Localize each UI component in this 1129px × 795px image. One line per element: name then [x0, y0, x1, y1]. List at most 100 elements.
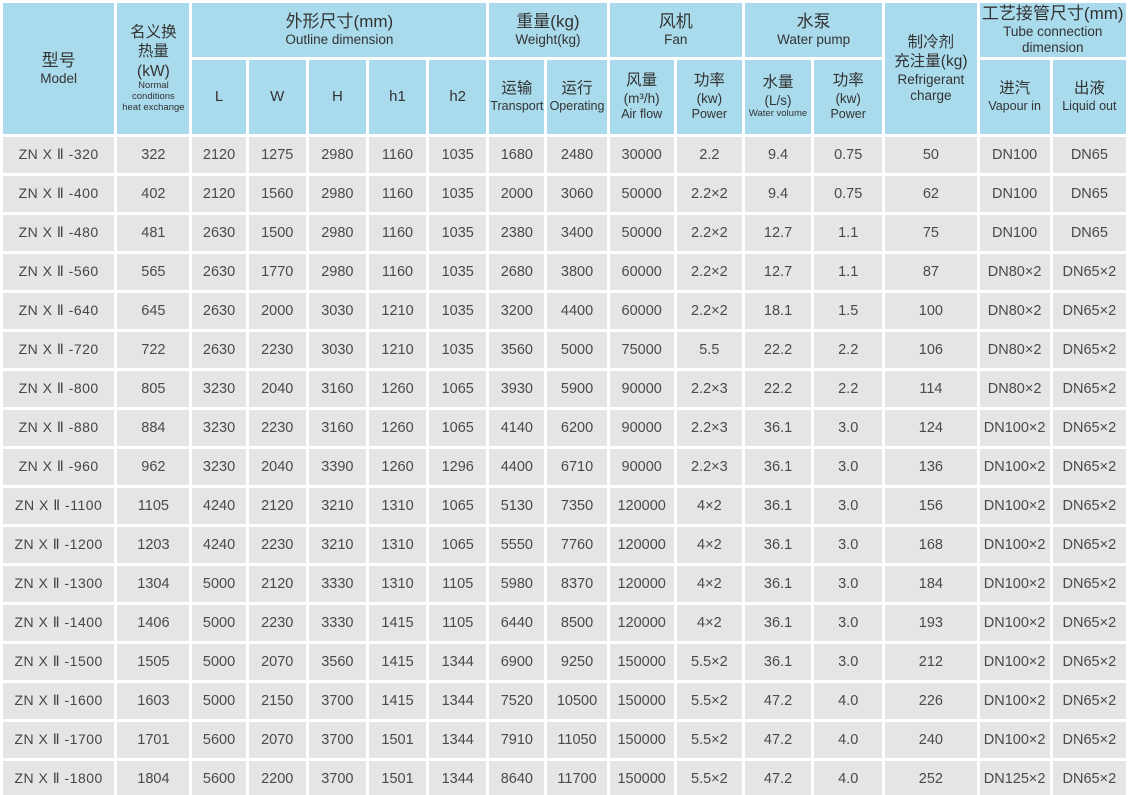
value-cell-H: 3390 — [308, 448, 366, 485]
value-cell-liquid_out: DN65 — [1052, 214, 1126, 251]
value-cell-fan_power_kw: 2.2×2 — [676, 292, 742, 329]
value-cell-vapour_in: DN100×2 — [979, 565, 1050, 602]
value-cell-heat_kw: 1603 — [117, 682, 190, 719]
value-cell-vapour_in: DN80×2 — [979, 370, 1050, 407]
value-cell-pump_power_kw: 3.0 — [814, 526, 883, 563]
value-cell-fan_airflow_m3h: 150000 — [609, 721, 674, 758]
value-cell-pump_power_kw: 1.1 — [814, 214, 883, 251]
value-cell-h2: 1035 — [429, 253, 487, 290]
col-header-H: H — [308, 59, 366, 134]
value-cell-H: 3560 — [308, 643, 366, 680]
model-header-zh: 型号 — [41, 50, 76, 70]
value-cell-pump_water_Ls: 36.1 — [744, 448, 812, 485]
value-cell-h2: 1344 — [429, 721, 487, 758]
value-cell-weight_transport: 1680 — [489, 136, 545, 173]
value-cell-liquid_out: DN65×2 — [1052, 604, 1126, 641]
airflow-zh: 风量 — [626, 72, 658, 90]
value-cell-W: 1500 — [248, 214, 306, 251]
value-cell-pump_power_kw: 3.0 — [814, 409, 883, 446]
value-cell-H: 2980 — [308, 253, 366, 290]
value-cell-vapour_in: DN100×2 — [979, 526, 1050, 563]
value-cell-pump_water_Ls: 9.4 — [744, 175, 812, 212]
value-cell-h1: 1260 — [368, 370, 427, 407]
value-cell-liquid_out: DN65 — [1052, 175, 1126, 212]
value-cell-liquid_out: DN65×2 — [1052, 253, 1126, 290]
value-cell-pump_power_kw: 1.1 — [814, 253, 883, 290]
h2-label: h2 — [449, 87, 467, 105]
value-cell-H: 3030 — [308, 292, 366, 329]
value-cell-liquid_out: DN65 — [1052, 136, 1126, 173]
table-body: ZN X Ⅱ -320 322 2120 1275 2980 1160 1035 1680 24… — [3, 136, 1126, 795]
refrigerant-header-en2: charge — [910, 87, 952, 103]
H-label: H — [331, 87, 343, 105]
model-cell: ZN X Ⅱ -1800 — [3, 760, 115, 795]
group-header-outline: 外形尺寸(mm) Outline dimension — [192, 3, 487, 57]
value-cell-H: 3700 — [308, 682, 366, 719]
value-cell-W: 2120 — [248, 487, 306, 524]
col-header-model: 型号 Model — [3, 3, 115, 134]
heat-header-unit: (kW) — [137, 62, 170, 80]
value-cell-L: 5600 — [192, 721, 246, 758]
value-cell-h1: 1415 — [368, 682, 427, 719]
value-cell-liquid_out: DN65×2 — [1052, 721, 1126, 758]
value-cell-weight_operating: 6200 — [547, 409, 607, 446]
table-row: ZN X Ⅱ -640 645 2630 2000 3030 1210 1035 3200 44… — [3, 292, 1126, 329]
table-row: ZN X Ⅱ -1600 1603 5000 2150 3700 1415 1344 7520… — [3, 682, 1126, 719]
group-header-tube: 工艺接管尺寸(mm) Tube connection dimension — [979, 3, 1126, 57]
value-cell-h1: 1310 — [368, 487, 427, 524]
liquid-out-zh: 出液 — [1073, 80, 1105, 98]
value-cell-liquid_out: DN65×2 — [1052, 526, 1126, 563]
value-cell-W: 1560 — [248, 175, 306, 212]
value-cell-h2: 1065 — [429, 487, 487, 524]
value-cell-h1: 1160 — [368, 214, 427, 251]
value-cell-pump_power_kw: 4.0 — [814, 721, 883, 758]
value-cell-refrigerant_charge_kg: 100 — [885, 292, 977, 329]
h1-label: h1 — [389, 87, 406, 105]
model-cell: ZN X Ⅱ -1300 — [3, 565, 115, 602]
value-cell-pump_water_Ls: 36.1 — [744, 565, 812, 602]
value-cell-vapour_in: DN100×2 — [979, 487, 1050, 524]
value-cell-weight_transport: 3930 — [489, 370, 545, 407]
water-volume-zh: 水量 — [762, 74, 794, 92]
value-cell-weight_operating: 7350 — [547, 487, 607, 524]
value-cell-weight_transport: 2680 — [489, 253, 545, 290]
value-cell-W: 2040 — [248, 448, 306, 485]
value-cell-fan_power_kw: 2.2×2 — [676, 214, 742, 251]
col-header-L: L — [192, 59, 246, 134]
value-cell-h2: 1065 — [429, 409, 487, 446]
value-cell-W: 2230 — [248, 526, 306, 563]
value-cell-weight_operating: 8500 — [547, 604, 607, 641]
fan-power-zh: 功率 — [693, 72, 725, 90]
model-cell: ZN X Ⅱ -480 — [3, 214, 115, 251]
value-cell-refrigerant_charge_kg: 124 — [885, 409, 977, 446]
value-cell-h2: 1035 — [429, 214, 487, 251]
table-row: ZN X Ⅱ -560 565 2630 1770 2980 1160 1035 2680 38… — [3, 253, 1126, 290]
value-cell-fan_airflow_m3h: 50000 — [609, 175, 674, 212]
value-cell-pump_water_Ls: 12.7 — [744, 214, 812, 251]
value-cell-L: 5600 — [192, 760, 246, 795]
value-cell-pump_power_kw: 3.0 — [814, 643, 883, 680]
vapour-in-zh: 进汽 — [999, 80, 1031, 98]
model-cell: ZN X Ⅱ -1400 — [3, 604, 115, 641]
value-cell-h1: 1160 — [368, 253, 427, 290]
value-cell-fan_power_kw: 2.2×3 — [676, 370, 742, 407]
value-cell-refrigerant_charge_kg: 50 — [885, 136, 977, 173]
table-row: ZN X Ⅱ -320 322 2120 1275 2980 1160 1035 1680 24… — [3, 136, 1126, 173]
value-cell-pump_water_Ls: 36.1 — [744, 409, 812, 446]
value-cell-weight_transport: 8640 — [489, 760, 545, 795]
pump-power-zh: 功率 — [832, 72, 864, 90]
value-cell-L: 2120 — [192, 175, 246, 212]
value-cell-H: 3210 — [308, 487, 366, 524]
value-cell-h1: 1415 — [368, 604, 427, 641]
model-cell: ZN X Ⅱ -1700 — [3, 721, 115, 758]
table-row: ZN X Ⅱ -1300 1304 5000 2120 3330 1310 1105 5980… — [3, 565, 1126, 602]
value-cell-L: 2630 — [192, 292, 246, 329]
value-cell-refrigerant_charge_kg: 226 — [885, 682, 977, 719]
transport-en: Transport — [490, 98, 544, 113]
value-cell-vapour_in: DN100 — [979, 214, 1050, 251]
col-header-refrigerant: 制冷剂 充注量(kg) Refrigerant charge — [885, 3, 977, 134]
table-row: ZN X Ⅱ -1100 1105 4240 2120 3210 1310 1065 5130… — [3, 487, 1126, 524]
value-cell-pump_power_kw: 3.0 — [814, 604, 883, 641]
liquid-out-en: Liquid out — [1062, 98, 1117, 113]
value-cell-weight_operating: 4400 — [547, 292, 607, 329]
